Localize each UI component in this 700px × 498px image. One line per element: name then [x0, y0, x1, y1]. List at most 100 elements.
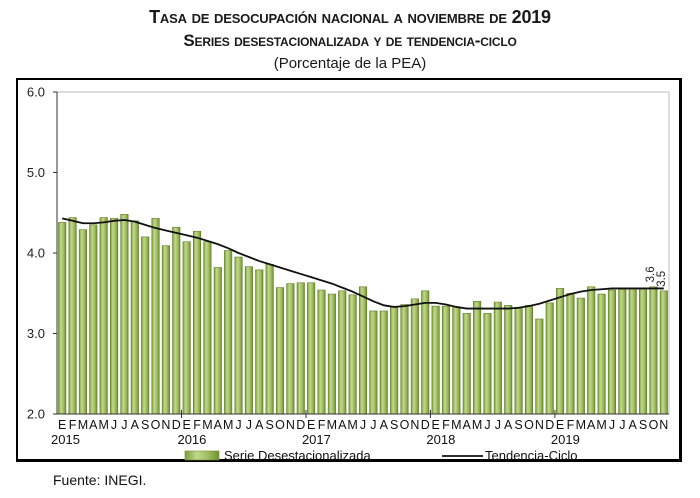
bar	[151, 218, 160, 415]
x-tick-label-month: J	[360, 418, 366, 432]
x-tick-label-month: A	[587, 418, 596, 432]
legend-bar-swatch	[184, 450, 220, 461]
source-note: Fuente: INEGI.	[53, 472, 147, 488]
x-tick-label-month: A	[131, 418, 140, 432]
bar	[649, 286, 658, 415]
x-tick-label-month: M	[596, 418, 606, 432]
bar	[556, 288, 565, 415]
trend-line	[61, 217, 664, 310]
x-tick-label-month: M	[223, 418, 233, 432]
x-tick-label-month: N	[535, 418, 544, 432]
x-tick-label-month: M	[202, 418, 212, 432]
bar	[535, 318, 544, 415]
bar	[296, 282, 305, 415]
x-tick-label-month: N	[659, 418, 668, 432]
bar	[234, 256, 243, 415]
x-tick-label-month: A	[89, 418, 98, 432]
x-tick-label-month: O	[151, 418, 161, 432]
bar	[441, 305, 451, 415]
bar	[493, 301, 502, 415]
bar	[265, 263, 274, 415]
x-tick-label-month: N	[410, 418, 419, 432]
x-tick-label-month: E	[431, 418, 439, 432]
x-tick-label-month: F	[318, 418, 326, 432]
x-tick-label-month: O	[275, 418, 285, 432]
bar	[421, 290, 430, 415]
bar	[213, 267, 222, 415]
chart-frame	[16, 78, 682, 462]
y-tick-label: 2.0	[27, 407, 45, 422]
chart-units: (Porcentaje de la PEA)	[273, 55, 427, 72]
y-tick-label: 3.0	[27, 326, 45, 341]
x-tick-label-month: E	[556, 418, 564, 432]
x-year-label: 2015	[51, 432, 80, 447]
annotation-series-last: 3.5	[656, 271, 668, 287]
bar	[338, 290, 347, 415]
chart-subtitle: Series desestacionalizada y de tendencia…	[183, 31, 517, 50]
y-axis: 2.0 3.0 4.0 5.0 6.0	[27, 85, 58, 422]
bar	[369, 310, 378, 415]
x-tick-label-month: J	[609, 418, 615, 432]
x-tick-label-month: M	[327, 418, 337, 432]
x-tick-label-month: J	[619, 418, 625, 432]
x-tick-label-month: M	[98, 418, 108, 432]
x-tick-label-month: N	[161, 418, 170, 432]
bar	[576, 297, 585, 415]
x-tick-label-month: S	[390, 418, 398, 432]
bar	[89, 224, 98, 415]
bar	[524, 305, 533, 415]
y-tick-label: 5.0	[27, 165, 45, 180]
x-tick-label-month: F	[442, 418, 450, 432]
x-tick-label-month: J	[235, 418, 241, 432]
bar	[78, 229, 87, 415]
bar	[307, 282, 316, 415]
x-tick-label-month: J	[370, 418, 376, 432]
x-tick-label-month: D	[421, 418, 430, 432]
bar	[618, 288, 627, 415]
x-tick-label-month: M	[576, 418, 586, 432]
bar	[639, 288, 648, 415]
bar	[203, 241, 212, 415]
x-tick-label-month: F	[69, 418, 77, 432]
x-tick-label-month: S	[639, 418, 647, 432]
bar	[607, 289, 616, 415]
bar	[628, 288, 637, 415]
x-tick-label-month: A	[504, 418, 513, 432]
x-tick-label-month: J	[484, 418, 490, 432]
bar	[99, 217, 108, 415]
bar	[110, 218, 119, 415]
bar	[566, 292, 575, 415]
bar	[224, 250, 233, 415]
legend-label-trend: Tendencia-Ciclo	[485, 448, 578, 463]
bar	[130, 220, 139, 415]
x-tick-label-month: S	[265, 418, 273, 432]
trend-series	[61, 217, 664, 310]
bar	[597, 293, 606, 415]
x-tick-label-month: M	[472, 418, 482, 432]
x-tick-label-month: A	[255, 418, 264, 432]
bar	[348, 294, 357, 415]
bar	[120, 214, 129, 415]
x-tick-label-month: M	[451, 418, 461, 432]
bar	[68, 217, 77, 415]
bar	[379, 310, 388, 415]
bar	[193, 230, 202, 415]
annotations: 3.6 3.5	[645, 266, 668, 286]
bar	[244, 266, 253, 415]
bar	[514, 308, 523, 415]
x-tick-label-month: A	[463, 418, 472, 432]
bar-series	[58, 214, 668, 415]
x-tick-label-month: D	[172, 418, 181, 432]
bar	[141, 236, 150, 415]
x-tick-label-month: J	[121, 418, 127, 432]
x-tick-label-month: J	[111, 418, 117, 432]
x-tick-label-month: E	[307, 418, 315, 432]
x-tick-label-month: S	[514, 418, 522, 432]
bar	[275, 287, 285, 415]
legend-label-series: Serie Desestacionalizada	[224, 448, 371, 463]
x-tick-label-month: F	[193, 418, 201, 432]
x-tick-label-month: A	[338, 418, 347, 432]
bar	[452, 306, 461, 415]
legend: Serie Desestacionalizada Tendencia-Ciclo	[184, 448, 578, 463]
